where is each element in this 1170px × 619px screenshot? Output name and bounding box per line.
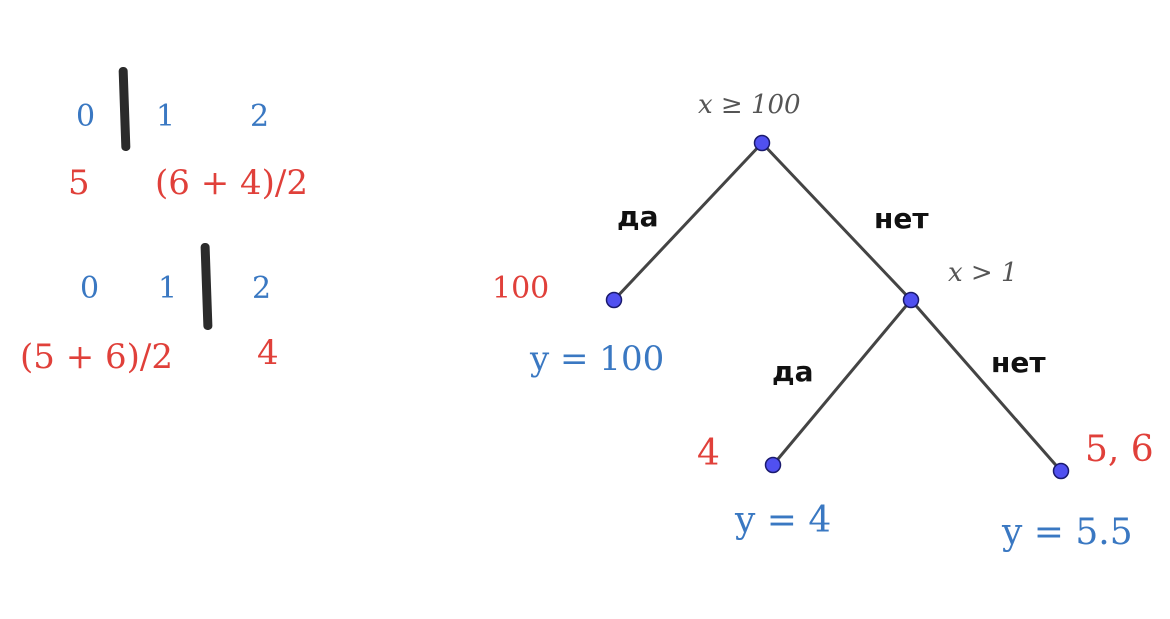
split2-right-value: 4: [257, 333, 279, 373]
root-condition: x ≥ 100: [698, 90, 801, 120]
split1-index-0: 0: [76, 99, 96, 134]
root-node: [753, 134, 771, 152]
leaf-right-prediction: y = 5.5: [1002, 512, 1133, 553]
edge-label-no-root: нет: [874, 202, 929, 235]
edge-inner-to-right: [909, 299, 1063, 472]
leaf-node-mid: [764, 456, 782, 474]
split1-left-value: 5: [68, 163, 90, 203]
edge-label-yes-inner: да: [772, 355, 814, 388]
leaf-node-right: [1052, 462, 1070, 480]
leaf-node-left: [605, 291, 623, 309]
edge-label-no-inner: нет: [991, 346, 1046, 379]
leaf-right-samples: 5, 6: [1085, 429, 1154, 470]
inner-node: [902, 291, 920, 309]
split1-right-value: (6 + 4)/2: [155, 163, 308, 203]
edge-root-to-left: [612, 141, 764, 302]
split2-index-1: 1: [158, 271, 178, 306]
leaf-mid-prediction: y = 4: [735, 500, 832, 541]
split2-left-value: (5 + 6)/2: [20, 337, 173, 377]
edge-root-to-inner: [760, 141, 913, 302]
leaf-left-prediction: y = 100: [530, 339, 665, 379]
split2-index-2: 2: [252, 271, 272, 306]
inner-condition: x > 1: [948, 258, 1018, 288]
split1-index-1: 1: [156, 99, 176, 134]
split1-index-2: 2: [250, 99, 270, 134]
leaf-mid-samples: 4: [697, 433, 720, 474]
edge-inner-to-mid: [771, 299, 913, 466]
leaf-left-samples: 100: [492, 271, 550, 306]
edge-label-yes-root: да: [617, 200, 659, 233]
split2-index-0: 0: [80, 271, 100, 306]
